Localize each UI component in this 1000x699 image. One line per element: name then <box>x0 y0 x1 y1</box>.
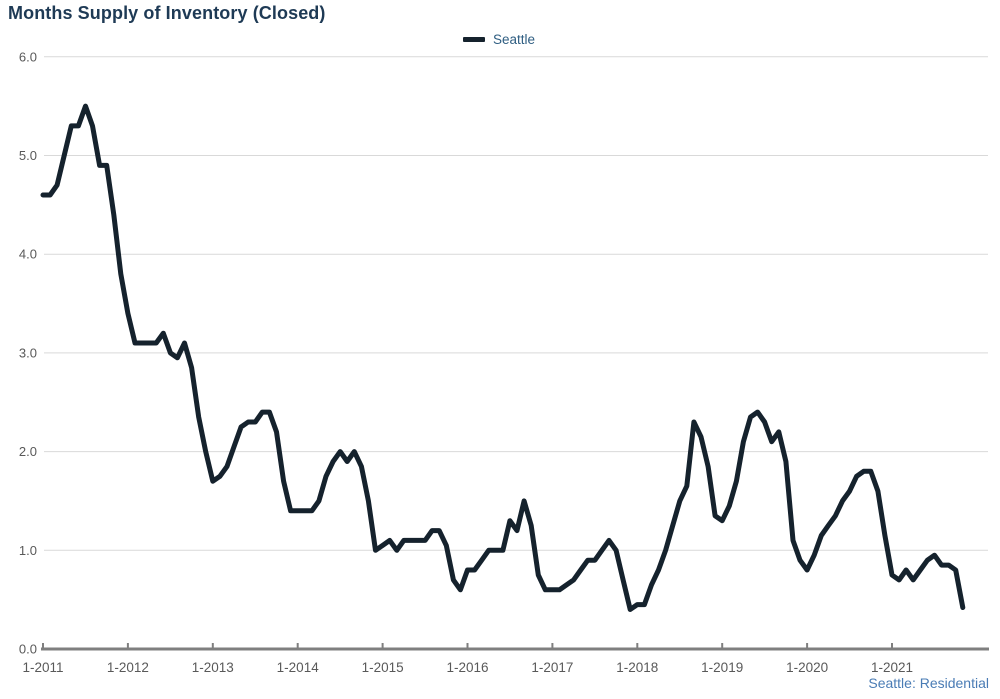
y-axis-tick-label: 1.0 <box>19 543 37 558</box>
seattle-series-swatch-icon <box>463 37 485 42</box>
y-axis-tick-label: 3.0 <box>19 345 37 360</box>
x-axis-tick-label: 1-2011 <box>22 660 63 675</box>
x-axis-tick-label: 1-2021 <box>871 660 913 675</box>
x-axis-tick-label: 1-2015 <box>362 660 404 675</box>
x-axis-tick-label: 1-2012 <box>107 660 149 675</box>
x-axis-tick-label: 1-2018 <box>616 660 658 675</box>
y-axis-tick-label: 4.0 <box>19 247 37 262</box>
seattle-series-line <box>40 103 966 612</box>
y-axis-tick-label: 0.0 <box>19 642 37 657</box>
x-axis-tick-label: 1-2017 <box>531 660 573 675</box>
page-title: Months Supply of Inventory (Closed) <box>8 3 326 23</box>
x-axis-tick-label: 1-2016 <box>446 660 488 675</box>
x-axis-tick-label: 1-2014 <box>277 660 320 675</box>
x-axis-tick-label: 1-2019 <box>701 660 743 675</box>
y-axis-tick-label: 5.0 <box>19 148 37 163</box>
legend: Seattle <box>463 32 535 47</box>
x-axis-tick-label: 1-2020 <box>786 660 828 675</box>
y-axis-tick-label: 6.0 <box>19 49 37 64</box>
footnote: Seattle: Residential <box>868 675 989 691</box>
y-axis-tick-label: 2.0 <box>19 444 37 459</box>
legend-label: Seattle <box>493 32 536 47</box>
x-axis-tick-label: 1-2013 <box>192 660 234 675</box>
